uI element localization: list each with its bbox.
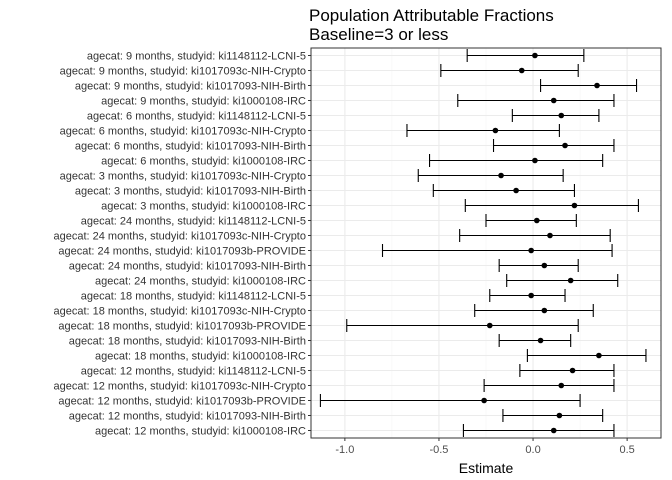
panel-border: [310, 47, 662, 439]
category-label: agecat: 18 months, studyid: ki1017093c-N…: [53, 306, 306, 318]
x-tick-label: 0.5: [619, 444, 634, 456]
category-label: agecat: 24 months, studyid: ki1017093c-N…: [53, 231, 306, 243]
category-label: agecat: 6 months, studyid: ki1017093c-NI…: [60, 126, 306, 138]
category-label: agecat: 18 months, studyid: ki1000108-IR…: [95, 351, 306, 363]
chart-title: Population Attributable Fractions: [309, 6, 554, 25]
estimate-point: [481, 397, 487, 404]
category-label: agecat: 6 months, studyid: ki1148112-LCN…: [87, 111, 306, 123]
category-label: agecat: 12 months, studyid: ki1148112-LC…: [81, 366, 306, 378]
category-label: agecat: 18 months, studyid: ki1017093-NI…: [69, 336, 306, 348]
category-label: agecat: 9 months, studyid: ki1000108-IRC: [101, 96, 306, 108]
category-label: agecat: 6 months, studyid: ki1017093-NIH…: [75, 141, 306, 153]
estimate-point: [562, 142, 568, 149]
category-label: agecat: 3 months, studyid: ki1000108-IRC: [101, 201, 306, 213]
category-label: agecat: 12 months, studyid: ki1017093c-N…: [53, 381, 306, 393]
estimate-point: [534, 217, 540, 224]
estimate-point: [513, 187, 519, 194]
estimate-point: [571, 202, 578, 209]
estimate-point: [594, 82, 600, 89]
estimate-points: [481, 52, 602, 434]
category-label: agecat: 24 months, studyid: ki1017093b-P…: [58, 246, 306, 258]
estimate-point: [528, 292, 534, 299]
category-label: agecat: 12 months, studyid: ki1017093-NI…: [69, 411, 306, 423]
category-label: agecat: 12 months, studyid: ki1017093b-P…: [58, 396, 306, 408]
estimate-point: [492, 127, 499, 134]
x-tick-label: -1.0: [335, 444, 354, 456]
category-label: agecat: 12 months, studyid: ki1000108-IR…: [95, 426, 306, 438]
estimate-point: [550, 427, 557, 434]
category-label: agecat: 3 months, studyid: ki1017093c-NI…: [60, 171, 306, 183]
panel-frame: [310, 47, 662, 439]
category-label: agecat: 9 months, studyid: ki1017093-NIH…: [75, 81, 306, 93]
estimate-point: [541, 307, 548, 314]
category-label: agecat: 18 months, studyid: ki1148112-LC…: [81, 291, 306, 303]
estimate-point: [537, 337, 544, 344]
estimate-point: [550, 97, 557, 104]
chart-subtitle: Baseline=3 or less: [309, 25, 448, 44]
estimate-point: [556, 412, 563, 419]
category-label: agecat: 9 months, studyid: ki1017093c-NI…: [60, 66, 306, 78]
category-label: agecat: 24 months, studyid: ki1017093-NI…: [69, 261, 306, 273]
estimate-point: [547, 232, 553, 239]
category-label: agecat: 18 months, studyid: ki1017093b-P…: [58, 321, 306, 333]
x-axis-title: Estimate: [459, 460, 514, 476]
estimate-point: [558, 382, 565, 389]
estimate-point: [528, 247, 534, 254]
estimate-point: [498, 172, 504, 179]
estimate-point: [569, 367, 576, 374]
category-label: agecat: 24 months, studyid: ki1148112-LC…: [81, 216, 306, 228]
estimate-point: [541, 262, 548, 269]
category-label: agecat: 3 months, studyid: ki1017093-NIH…: [75, 186, 306, 198]
category-label: agecat: 24 months, studyid: ki1000108-IR…: [95, 276, 306, 288]
x-tick-label: 0.0: [525, 444, 540, 456]
x-tick-label: -0.5: [429, 444, 448, 456]
estimate-point: [558, 112, 565, 119]
estimate-point: [596, 352, 602, 359]
estimate-point: [532, 52, 538, 59]
category-label: agecat: 6 months, studyid: ki1000108-IRC: [101, 156, 306, 168]
category-label: agecat: 9 months, studyid: ki1148112-LCN…: [87, 51, 306, 63]
estimate-point: [567, 277, 574, 284]
category-labels: agecat: 9 months, studyid: ki1148112-LCN…: [53, 51, 306, 438]
estimate-point: [518, 67, 525, 74]
estimate-point: [486, 322, 493, 329]
x-axis-ticks: -1.0 -0.5 0.0 0.5: [308, 55, 635, 456]
estimate-point: [532, 157, 538, 164]
error-bars: [319, 49, 647, 437]
